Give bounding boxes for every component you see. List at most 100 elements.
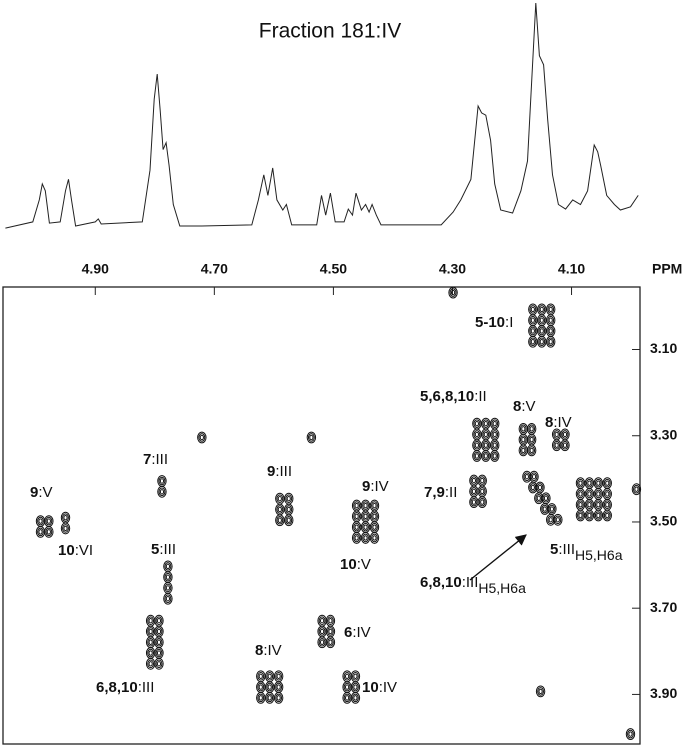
contour-ring <box>197 431 207 444</box>
cross-peak <box>602 477 612 490</box>
cross-peak <box>593 509 604 522</box>
contour-ring <box>480 499 485 505</box>
cross-peak <box>518 422 529 435</box>
contour-ring <box>560 439 570 452</box>
arrow <box>469 534 527 581</box>
cross-peak <box>163 592 173 605</box>
contour-ring <box>519 446 527 455</box>
contour-ring <box>46 518 51 524</box>
contour-ring <box>474 453 479 459</box>
label-bold: 9 <box>267 463 275 480</box>
cross-peak <box>584 488 595 500</box>
contour-ring <box>164 572 172 582</box>
contour-ring <box>265 691 275 704</box>
y-tick-label: 3.10 <box>650 340 677 356</box>
contour-ring <box>276 494 284 503</box>
cross-peak <box>472 450 482 462</box>
contour-ring <box>585 478 593 488</box>
contour-ring <box>354 524 359 530</box>
peak-label: 5:IIIH5,H6a <box>550 541 623 563</box>
cross-peak <box>273 670 284 683</box>
cross-peak <box>342 691 352 704</box>
cross-peak <box>490 417 500 430</box>
label-bold: 5 <box>550 541 558 558</box>
cross-peak <box>342 670 352 683</box>
contour-ring <box>163 592 173 605</box>
contour-ring <box>371 533 378 543</box>
cross-peak <box>157 485 167 498</box>
label-bold: 9 <box>362 478 370 495</box>
contour-ring <box>257 672 265 681</box>
contour-ring <box>277 517 282 523</box>
label-text: :III <box>151 451 168 468</box>
contour-ring <box>627 729 634 739</box>
cross-peak <box>275 503 285 516</box>
contour-ring <box>471 499 477 505</box>
contour-ring <box>450 289 456 296</box>
cross-peak <box>275 492 285 505</box>
cross-peak <box>551 439 562 452</box>
contour-ring <box>529 447 534 454</box>
peak-label: 10:VI <box>58 542 93 559</box>
contour-ring <box>562 442 568 448</box>
cross-peak <box>469 496 479 509</box>
cross-peak <box>351 510 362 523</box>
peak-label: 10:V <box>340 556 371 573</box>
contour-ring <box>483 442 488 448</box>
cross-peak <box>369 499 380 512</box>
contour-ring <box>547 305 555 314</box>
cross-peak <box>197 431 207 444</box>
cross-peak <box>60 511 71 524</box>
contour-ring <box>256 691 266 704</box>
contour-ring <box>319 639 325 645</box>
label-text: :IV <box>263 642 281 659</box>
cross-peak <box>350 670 361 683</box>
contour-ring <box>156 650 162 656</box>
cross-peak <box>154 647 164 659</box>
contour-ring <box>537 687 544 696</box>
contour-ring <box>471 477 477 484</box>
contour-ring <box>553 440 561 450</box>
contour-ring <box>548 317 553 323</box>
contour-ring <box>542 493 550 503</box>
cross-peak <box>490 428 500 441</box>
contour-ring <box>594 489 602 499</box>
spectrum-line <box>5 2 639 229</box>
contour-ring <box>530 317 535 323</box>
contour-ring <box>528 424 536 434</box>
cross-peak <box>481 450 491 462</box>
contour-ring <box>578 512 583 519</box>
contour-ring <box>328 639 333 645</box>
contour-ring <box>165 585 171 591</box>
x-tick-label: 4.50 <box>320 261 347 277</box>
contour-ring <box>596 480 601 486</box>
contour-ring <box>596 502 601 508</box>
contour-ring <box>266 693 274 703</box>
contour-ring <box>37 516 44 526</box>
cross-peak <box>477 485 487 498</box>
cross-peak <box>154 614 164 627</box>
label-bold: 10 <box>340 556 357 573</box>
contour-ring <box>148 617 153 624</box>
cross-peak <box>369 521 380 534</box>
contour-ring <box>470 497 478 507</box>
contour-ring <box>363 502 368 509</box>
contour-ring <box>147 659 155 669</box>
contour-ring <box>258 695 263 701</box>
cross-peak <box>265 691 275 704</box>
contour-ring <box>548 339 553 345</box>
contour-ring <box>353 522 361 532</box>
contour-ring <box>148 661 153 667</box>
contour-ring <box>577 478 584 488</box>
contour-ring <box>343 693 351 703</box>
contour-ring <box>328 628 333 635</box>
contour-ring <box>521 447 526 454</box>
contour-ring <box>602 509 612 522</box>
contour-ring <box>372 535 377 541</box>
label-text: :IV <box>553 414 571 431</box>
contour-ring <box>164 562 172 571</box>
contour-ring <box>526 444 537 457</box>
contour-ring <box>481 450 491 462</box>
contour-ring <box>548 328 553 334</box>
